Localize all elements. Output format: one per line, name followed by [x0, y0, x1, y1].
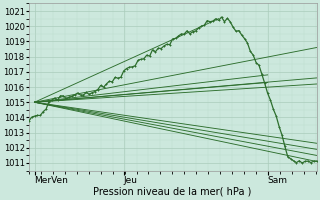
X-axis label: Pression niveau de la mer( hPa ): Pression niveau de la mer( hPa )	[93, 187, 252, 197]
